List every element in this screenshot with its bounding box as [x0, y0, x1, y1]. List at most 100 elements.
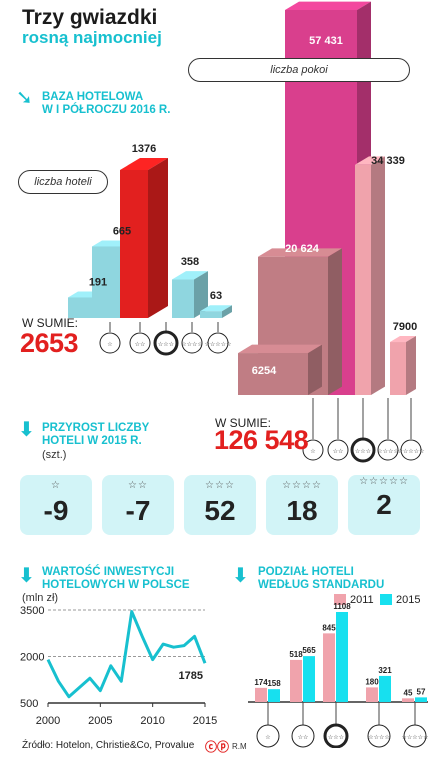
y-tick-label: 3500 — [20, 605, 44, 617]
hotels-data-label: 1376 — [132, 143, 156, 155]
stars-icon: ☆ — [107, 341, 112, 348]
standard-data-label: 518 — [289, 650, 303, 659]
rooms-sum-value: 126 548 — [214, 425, 309, 455]
hotels-data-label: 63 — [210, 290, 222, 302]
stars-icon: ☆☆ — [333, 448, 344, 455]
hotels-bar — [200, 305, 232, 318]
bar-side-face — [371, 156, 385, 395]
bar-side-face — [328, 248, 342, 395]
growth-card: ☆ -9 — [20, 475, 92, 535]
y-tick-label: 500 — [20, 698, 38, 710]
growth-card-value: -9 — [43, 495, 69, 526]
hotels-star-circle — [181, 332, 203, 354]
standard-star-circle — [256, 724, 280, 748]
standard-bar-2011 — [366, 687, 378, 702]
hotels-bar — [120, 158, 168, 318]
stars-icon: ☆☆☆☆ — [181, 341, 203, 348]
standard-bar-2011 — [290, 659, 302, 702]
growth-card-value: 18 — [286, 495, 318, 526]
bar-side-face — [406, 336, 416, 395]
rooms-star-circle — [350, 437, 376, 463]
growth-card-value: -7 — [125, 495, 151, 526]
bar-top-face — [285, 1, 371, 10]
standard-data-label: 1108 — [333, 602, 351, 611]
growth-card: ☆☆ -7 — [102, 475, 174, 535]
hotels-star-circle — [153, 330, 179, 356]
stars-icon: ☆☆☆ — [158, 341, 174, 348]
standard-star-circle — [403, 724, 427, 748]
bar-side-face — [222, 305, 232, 318]
standard-heading-2: WEDŁUG STANDARDU — [258, 579, 385, 591]
rooms-bar — [390, 336, 416, 395]
stars-icon: ☆☆☆ — [355, 448, 371, 455]
growth-card-value: 52 — [204, 495, 236, 526]
legend-swatch-2011 — [334, 594, 346, 605]
page-title: Trzy gwiazdki — [22, 6, 158, 29]
stars-icon: ☆☆ — [128, 480, 148, 491]
hotels-count-pill: liczba hoteli — [18, 170, 108, 194]
stars-icon: ☆☆☆☆ — [377, 448, 399, 455]
rooms-sum-label: W SUMIE: — [215, 416, 271, 430]
hotels-data-label: 191 — [89, 276, 107, 288]
source-note: Źródło: Hotelon, Christie&Co, Provalue — [22, 740, 195, 751]
standard-star-circle — [367, 724, 391, 748]
legend-swatch-2015 — [380, 594, 392, 605]
hotel-base-heading-1: BAZA HOTELOWA — [42, 91, 144, 103]
standard-data-label: 565 — [302, 646, 316, 655]
stars-icon: ☆ — [265, 734, 270, 741]
legend-2011: 2011 — [350, 594, 374, 606]
bar-top-face — [355, 156, 385, 165]
growth-card: ☆☆☆☆ 18 — [266, 475, 338, 535]
rooms-bar — [355, 156, 385, 395]
growth-card-value: 2 — [376, 489, 392, 520]
bar-top-face — [120, 158, 168, 170]
bar-front-face — [172, 279, 194, 318]
logo-icon: ⓒⓟ — [205, 740, 230, 754]
stars-icon: ☆☆☆☆☆ — [205, 341, 232, 348]
arrow-down-icon: ⬇ — [232, 565, 249, 587]
standard-heading-1: PODZIAŁ HOTELI — [258, 566, 354, 578]
x-tick-label: 2015 — [193, 715, 217, 727]
standard-data-label: 180 — [365, 677, 379, 686]
stars-icon: ☆☆☆☆☆ — [402, 734, 429, 741]
rooms-star-circle — [327, 439, 349, 461]
standard-bar-2015 — [379, 675, 391, 702]
standard-bar-2011 — [402, 698, 414, 702]
standard-bar-2011 — [323, 633, 335, 702]
standard-bar-2015 — [268, 689, 280, 702]
standard-data-label: 158 — [267, 679, 281, 688]
standard-data-label: 321 — [378, 666, 392, 675]
stars-icon: ☆ — [310, 448, 315, 455]
standard-bar-2011 — [255, 687, 267, 702]
hotels-sum-value: 2653 — [20, 328, 79, 358]
rooms-bar — [238, 344, 322, 395]
hotels-star-circle — [129, 332, 151, 354]
last-value-label: 1785 — [179, 670, 203, 682]
standard-bar-2015 — [336, 612, 348, 702]
rooms-data-label: 34 339 — [371, 155, 405, 167]
bar-top-face — [238, 344, 322, 354]
standard-data-label: 57 — [417, 687, 426, 696]
hotels-bars: 191 665 1376 358 63 — [68, 143, 232, 318]
bar-front-face — [200, 311, 222, 318]
standard-star-circle — [323, 723, 349, 748]
hotel-base-heading-2: W I PÓŁROCZU 2016 R. — [42, 104, 171, 116]
standard-bar-2015 — [303, 656, 315, 702]
rooms-data-label: 20 624 — [285, 243, 320, 255]
investment-series-line — [46, 610, 207, 699]
growth-unit: (szt.) — [42, 449, 67, 461]
stars-icon: ☆ — [51, 480, 61, 491]
stars-icon: ☆☆☆☆☆ — [398, 448, 425, 455]
bar-side-face — [308, 344, 322, 395]
arrow-down-icon: ⬇ — [18, 565, 35, 587]
stars-icon: ☆☆☆☆ — [368, 734, 390, 741]
growth-cards: ☆ -9 ☆☆ -7 ☆☆☆ 52 ☆☆☆☆ 18 ☆☆☆☆☆ 2 — [20, 475, 420, 535]
hotel-base-chart: 191 665 1376 358 63 6254 20 624 57 431 34 339 79… — [68, 1, 425, 463]
page-subtitle: rosną najmocniej — [22, 28, 162, 47]
stars-icon: ☆☆ — [298, 734, 309, 741]
rooms-star-circle — [302, 439, 324, 461]
bar-side-face — [148, 158, 168, 318]
investment-unit: (mln zł) — [22, 592, 59, 604]
rooms-count-pill: liczba pokoi — [188, 58, 410, 82]
stars-icon: ☆☆☆☆☆ — [359, 476, 409, 487]
